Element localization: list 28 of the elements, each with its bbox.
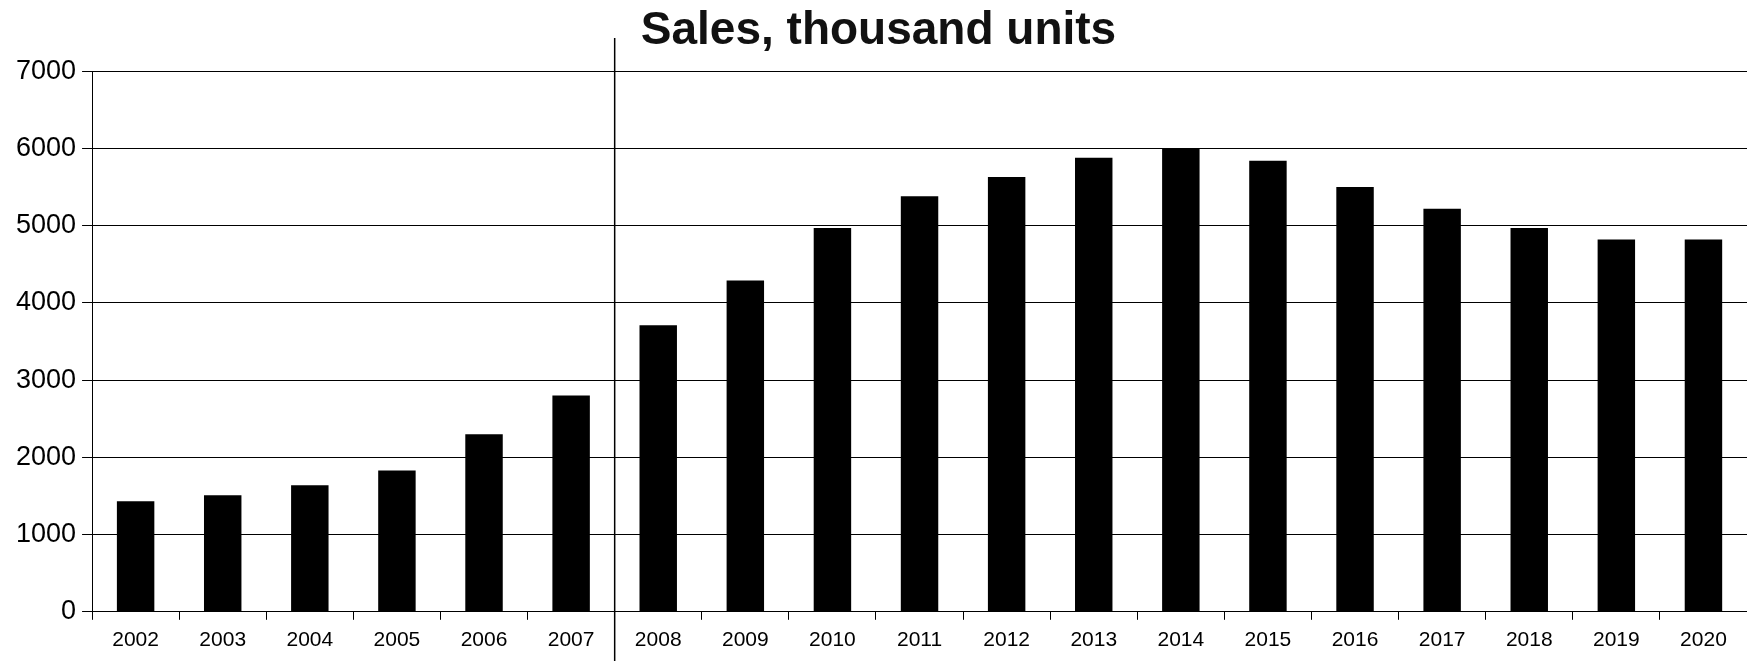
- y-tick-label: 7000: [15, 54, 77, 85]
- x-tick-label: 2017: [1418, 627, 1466, 651]
- x-tick-label: 2018: [1505, 627, 1553, 651]
- y-tick-label: 1000: [15, 518, 77, 549]
- x-tick-label: 2014: [1157, 627, 1205, 651]
- x-tick-label: 2004: [286, 627, 334, 651]
- x-tick-label: 2019: [1592, 627, 1640, 651]
- x-tick-label: 2011: [896, 627, 943, 651]
- x-tick-label: 2005: [373, 627, 421, 651]
- x-tick-label: 2016: [1331, 627, 1379, 651]
- x-tick-label: 2007: [547, 627, 595, 651]
- x-tick-label: 2006: [460, 627, 508, 651]
- y-tick-label: 5000: [15, 209, 77, 240]
- y-tick-label: 6000: [15, 131, 77, 162]
- x-tick-label: 2012: [983, 627, 1030, 651]
- x-tick-label: 2008: [634, 627, 682, 651]
- x-tick-label: 2010: [809, 627, 856, 651]
- x-tick-label: 2013: [1070, 627, 1118, 651]
- x-tick-label: 2020: [1680, 627, 1727, 651]
- x-tick-label: 2015: [1244, 627, 1292, 651]
- x-tick-label: 2003: [199, 627, 247, 651]
- x-tick-label: 2002: [112, 627, 159, 651]
- chart-title: Sales, thousand units: [640, 2, 1117, 55]
- y-tick-label: 2000: [15, 440, 77, 471]
- y-tick-label: 4000: [15, 286, 77, 317]
- x-tick-label: 2009: [721, 627, 769, 651]
- y-tick-label: 3000: [15, 363, 77, 394]
- y-tick-label: 0: [61, 595, 77, 626]
